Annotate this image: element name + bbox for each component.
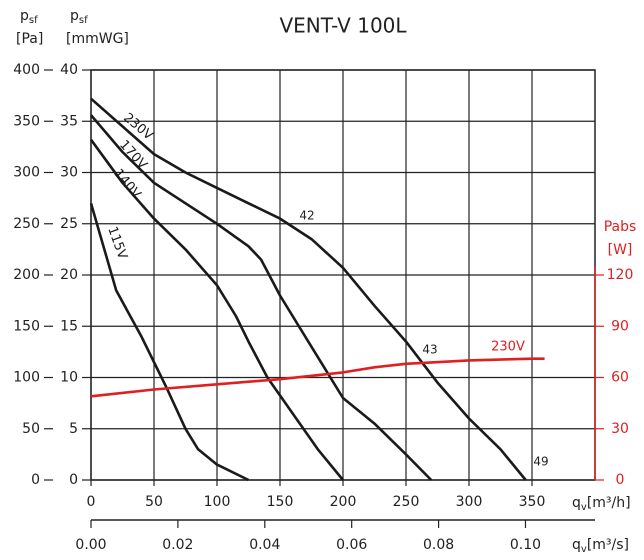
y-alt-axis-symbol: psf — [70, 8, 88, 26]
x2-tick-label: 0.00 — [75, 537, 106, 553]
x-tick-label: 50 — [145, 494, 163, 510]
curve — [89, 138, 345, 481]
subscript: sf — [79, 15, 88, 26]
y-alt-tick-label: 10 — [60, 370, 78, 386]
x-tick-label: 250 — [393, 494, 420, 510]
y-alt-tick-label: 35 — [60, 113, 78, 129]
y-tick-label: 100 — [13, 370, 40, 386]
x-tick-label: 100 — [204, 494, 231, 510]
y-alt-tick-label: 5 — [69, 421, 78, 437]
y-alt-tick-label: 30 — [60, 165, 78, 181]
annotation: 43 — [422, 343, 437, 357]
x-tick-label: 200 — [330, 494, 357, 510]
symbol: q — [572, 495, 581, 511]
x2-tick-label: 0.10 — [510, 537, 541, 553]
y-axis-unit: [Pa] — [16, 31, 43, 47]
y-tick-label: 400 — [13, 62, 40, 78]
subscript: sf — [29, 15, 38, 26]
annotation: 49 — [533, 455, 548, 469]
y-alt-tick-label: 15 — [60, 318, 78, 334]
x2-tick-label: 0.08 — [423, 537, 454, 553]
subscript: v — [581, 544, 587, 555]
y-tick-label: 350 — [13, 113, 40, 129]
y2-tick-label: 120 — [607, 267, 634, 283]
unit: [m³/s] — [587, 537, 629, 553]
y-tick-label: 0 — [31, 472, 40, 488]
x-tick-label: 150 — [267, 494, 294, 510]
curve — [90, 357, 545, 398]
chart-title: VENT-V 100L — [279, 14, 407, 38]
symbol: p — [20, 8, 29, 24]
y-tick-label: 150 — [13, 318, 40, 334]
annotation: 42 — [299, 209, 314, 223]
subscript: v — [581, 502, 587, 513]
x-tick-label: 350 — [519, 494, 546, 510]
symbol: q — [572, 537, 581, 553]
y-alt-tick-label: 0 — [69, 472, 78, 488]
y2-tick-label: 30 — [611, 421, 629, 437]
y-axis-symbol: psf — [20, 8, 38, 26]
y2-tick-label: 0 — [616, 472, 625, 488]
curve — [90, 114, 433, 481]
curve — [90, 97, 527, 481]
unit: [m³/h] — [587, 495, 631, 511]
y-tick-label: 200 — [13, 267, 40, 283]
x2-tick-label: 0.02 — [162, 537, 193, 553]
curve-label: 115V — [104, 225, 130, 262]
x-axis-title: qv[m³/h] — [572, 495, 631, 513]
y-alt-tick-label: 20 — [60, 267, 78, 283]
x-tick-label: 0 — [87, 494, 96, 510]
y-alt-axis-unit: [mmWG] — [66, 31, 129, 47]
y-tick-label: 300 — [13, 165, 40, 181]
curve-label: 230V — [491, 340, 525, 355]
y2-tick-label: 90 — [611, 318, 629, 334]
x2-axis-title: qv[m³/s] — [572, 537, 629, 555]
x2-tick-label: 0.06 — [336, 537, 367, 553]
y2-axis-unit: [W] — [608, 242, 633, 258]
x-tick-label: 300 — [456, 494, 483, 510]
y-alt-tick-label: 40 — [60, 62, 78, 78]
symbol: p — [70, 8, 79, 24]
y2-tick-label: 60 — [611, 370, 629, 386]
y-alt-tick-label: 25 — [60, 216, 78, 232]
y-tick-label: 250 — [13, 216, 40, 232]
y-tick-label: 50 — [22, 421, 40, 437]
x2-tick-label: 0.04 — [249, 537, 280, 553]
y2-axis-symbol: Pabs — [604, 219, 637, 235]
curve — [89, 202, 250, 482]
